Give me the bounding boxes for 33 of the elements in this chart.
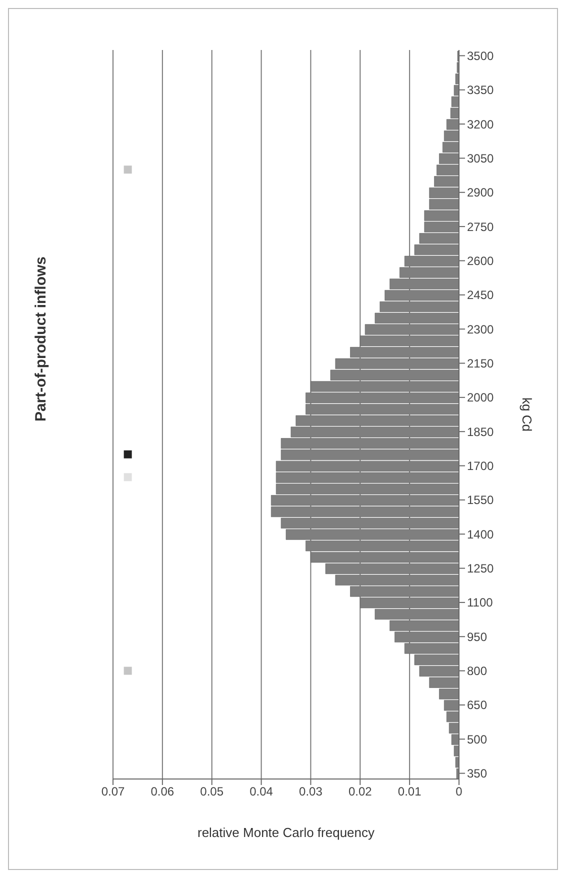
- x-tick-label: 0.06: [150, 784, 174, 799]
- y-tick-label: 2900: [467, 186, 494, 200]
- y-tick-label: 1400: [467, 527, 494, 542]
- x-tick-label: 0.03: [299, 784, 323, 799]
- y-tick-label: 1550: [467, 493, 494, 508]
- x-tick-label: 0.05: [200, 784, 224, 799]
- x-tick-label: 0.04: [250, 784, 274, 799]
- x-tick-label: 0.01: [398, 784, 422, 799]
- x-tick-label: 0: [456, 784, 463, 799]
- x-tick-label: 0.07: [101, 784, 125, 799]
- y-tick-label: 350: [467, 766, 488, 781]
- y-tick-label: 3200: [467, 117, 494, 132]
- y-axis-title: kg Cd: [519, 398, 534, 432]
- y-tick-label: 2000: [467, 390, 494, 405]
- y-tick-label: 650: [467, 698, 488, 712]
- x-tick-label: 0.02: [348, 784, 372, 799]
- y-tick-label: 3500: [467, 48, 494, 63]
- y-tick-label: 1250: [467, 562, 494, 576]
- y-tick-label: 950: [467, 630, 488, 644]
- y-tick-label: 500: [467, 732, 488, 746]
- y-tick-label: 3050: [467, 151, 494, 166]
- y-tick-label: 800: [467, 664, 488, 678]
- x-axis-title: relative Monte Carlo frequency: [197, 825, 376, 840]
- y-tick-label: 1100: [467, 596, 494, 610]
- y-tick-label: 2600: [467, 254, 494, 268]
- y-tick-label: 1850: [467, 424, 494, 439]
- y-tick-label: 2150: [467, 356, 494, 370]
- y-tick-label: 1700: [467, 459, 494, 474]
- y-tick-label: 2750: [467, 220, 494, 234]
- text: Part-of-product inflows: [32, 256, 50, 422]
- y-tick-label: 3350: [467, 83, 494, 98]
- y-tick-label: 2450: [467, 288, 494, 302]
- y-tick-label: 2300: [467, 322, 494, 336]
